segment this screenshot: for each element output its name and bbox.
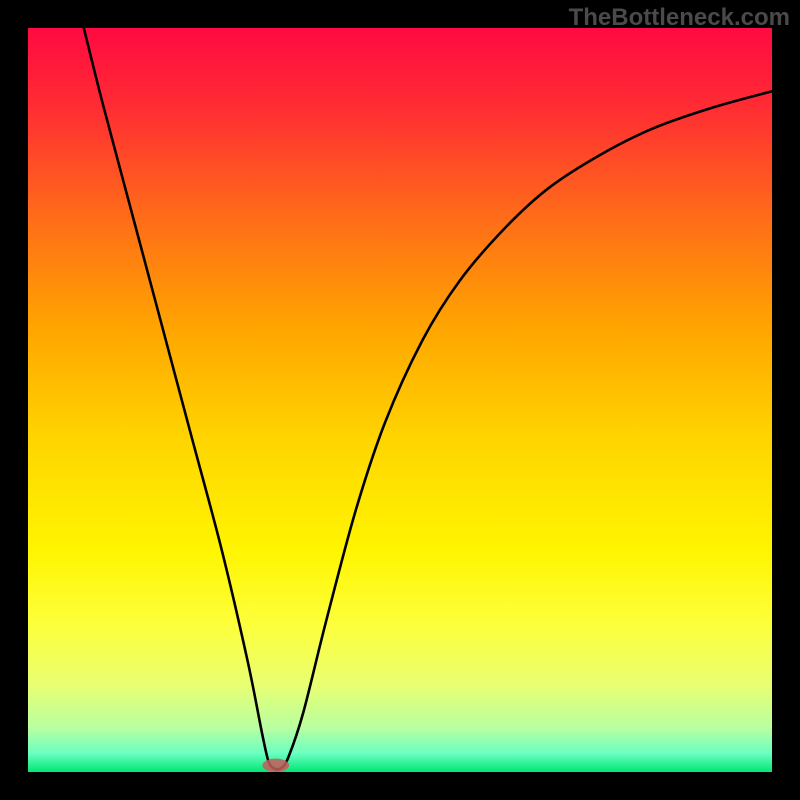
minimum-marker	[262, 759, 289, 772]
chart-container: TheBottleneck.com	[0, 0, 800, 800]
bottleneck-curve-chart	[0, 0, 800, 800]
gradient-background	[28, 28, 772, 772]
watermark-text: TheBottleneck.com	[569, 4, 790, 32]
